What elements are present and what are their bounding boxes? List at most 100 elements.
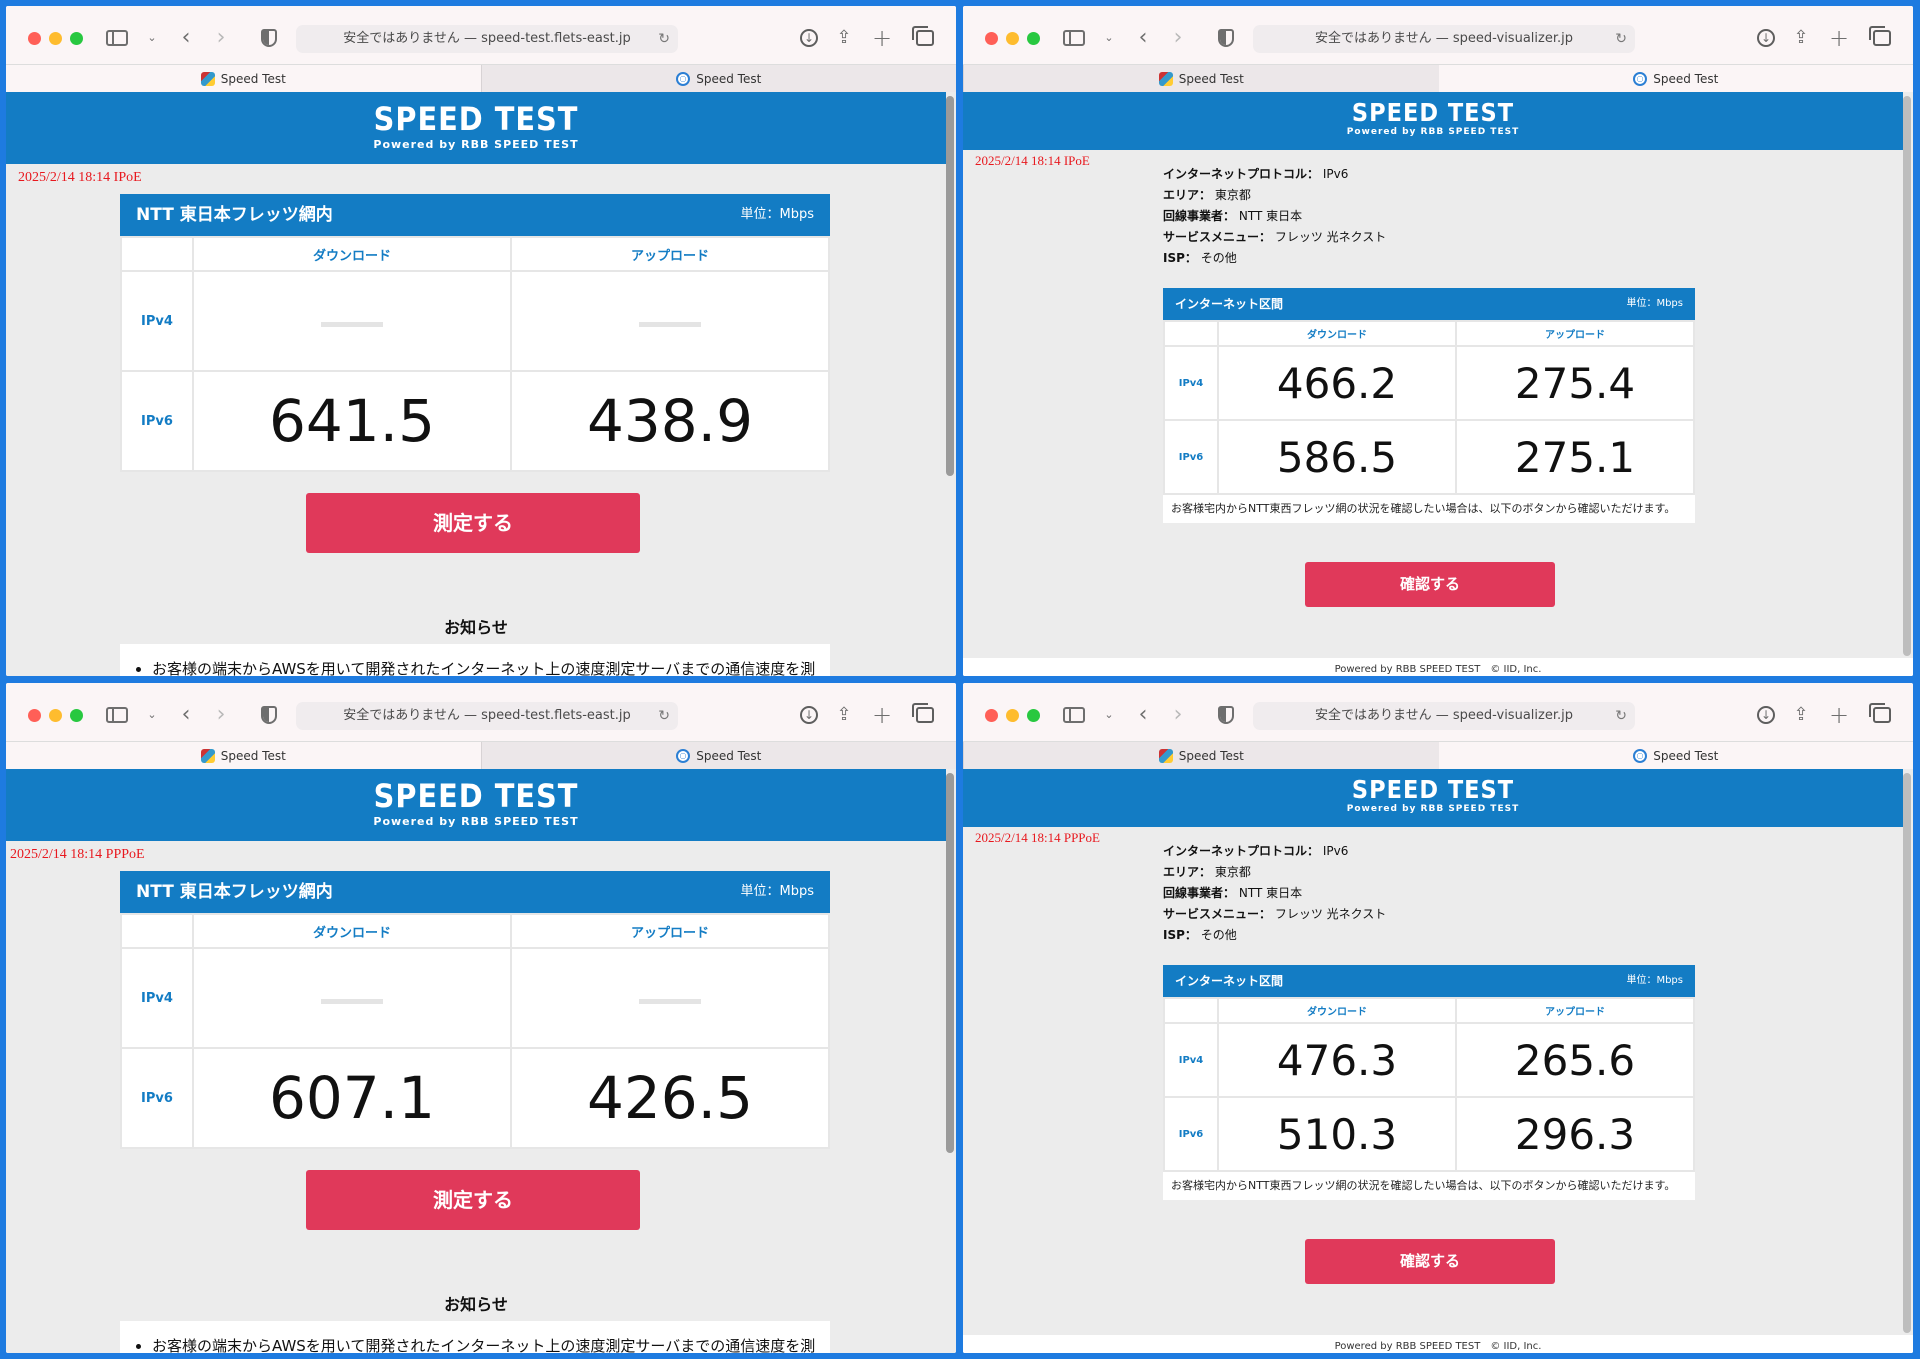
address-bar[interactable]: 安全ではありません — speed-visualizer.jp ↻ (1253, 702, 1635, 730)
minimize-window-button[interactable] (1006, 709, 1019, 722)
new-tab-icon[interactable]: + (1828, 24, 1850, 52)
close-window-button[interactable] (985, 709, 998, 722)
sidebar-icon[interactable] (1063, 707, 1085, 723)
scrollbar[interactable] (1903, 96, 1911, 656)
measure-button[interactable]: 測定する (306, 1170, 640, 1230)
forward-icon[interactable]: › (216, 702, 226, 727)
page-content[interactable]: SPEED TEST Powered by RBB SPEED TEST 202… (963, 769, 1913, 1353)
scrollbar[interactable] (1903, 773, 1911, 1333)
close-window-button[interactable] (28, 32, 41, 45)
new-tab-icon[interactable]: + (1828, 701, 1850, 729)
address-bar[interactable]: 安全ではありません — speed-test.flets-east.jp ↻ (296, 702, 678, 730)
tab-speed-test-2[interactable]: Speed Test (480, 742, 956, 769)
close-window-button[interactable] (985, 32, 998, 45)
page-footer: Powered by RBB SPEED TEST © IID, Inc. (963, 658, 1913, 676)
tab-speed-test-1[interactable]: Speed Test (963, 65, 1439, 92)
ipv6-upload-value: 438.9 (510, 370, 830, 472)
page-content[interactable]: SPEED TEST Powered by RBB SPEED TEST 202… (6, 769, 956, 1353)
minimize-window-button[interactable] (1006, 32, 1019, 45)
zoom-window-button[interactable] (70, 32, 83, 45)
ipv6-download-value: 641.5 (192, 370, 512, 472)
sidebar-icon[interactable] (106, 30, 128, 46)
chevron-down-icon[interactable]: ⌄ (147, 708, 157, 721)
forward-icon[interactable]: › (216, 25, 226, 50)
tab-overview-icon[interactable] (912, 703, 934, 723)
empty-value-dash (639, 999, 701, 1005)
chevron-down-icon[interactable]: ⌄ (147, 31, 157, 44)
card-header: インターネット区間 単位：Mbps (1163, 965, 1695, 997)
measure-button[interactable]: 測定する (306, 493, 640, 553)
notice-item: お客様の端末からAWSを用いて開発されたインターネット上の速度測定サーバまでの通… (152, 1335, 830, 1353)
url-text: 安全ではありません — speed-test.flets-east.jp (343, 31, 631, 46)
reload-icon[interactable]: ↻ (658, 708, 670, 724)
info-row: エリア： 東京都 (1163, 185, 1386, 206)
titlebar: ⌄ ‹ › 安全ではありません — speed-visualizer.jp ↻ ↓… (963, 6, 1913, 64)
cube-icon (1158, 749, 1173, 763)
download-icon[interactable]: ↓ (1757, 29, 1775, 47)
back-icon[interactable]: ‹ (181, 25, 191, 50)
sidebar-icon[interactable] (1063, 30, 1085, 46)
notice-item: お客様の端末からAWSを用いて開発されたインターネット上の速度測定サーバまでの通… (152, 658, 830, 676)
info-key: ISP： (1163, 928, 1197, 942)
tab-speed-test-2[interactable]: Speed Test (1439, 742, 1914, 769)
privacy-shield-icon[interactable] (1218, 706, 1234, 724)
results-table: ダウンロード アップロード IPv4 466.2 275.4 IPv6 586.5 275… (1163, 320, 1695, 495)
address-bar[interactable]: 安全ではありません — speed-test.flets-east.jp ↻ (296, 25, 678, 53)
new-tab-icon[interactable]: + (871, 701, 893, 729)
share-icon[interactable]: ⇪ (836, 27, 852, 48)
page-content[interactable]: SPEED TEST Powered by RBB SPEED TEST 202… (6, 92, 956, 676)
share-icon[interactable]: ⇪ (836, 704, 852, 725)
privacy-shield-icon[interactable] (261, 29, 277, 47)
sidebar-icon[interactable] (106, 707, 128, 723)
share-icon[interactable]: ⇪ (1793, 27, 1809, 48)
scrollbar[interactable] (946, 773, 954, 1153)
tab-speed-test-1[interactable]: Speed Test (6, 65, 481, 92)
scrollbar[interactable] (946, 96, 954, 476)
banner-title: SPEED TEST (1351, 98, 1515, 127)
tab-speed-test-2[interactable]: Speed Test (1439, 65, 1914, 92)
zoom-window-button[interactable] (70, 709, 83, 722)
page-content[interactable]: SPEED TEST Powered by RBB SPEED TEST 202… (963, 92, 1913, 676)
share-icon[interactable]: ⇪ (1793, 704, 1809, 725)
tab-speed-test-1[interactable]: Speed Test (963, 742, 1439, 769)
privacy-shield-icon[interactable] (1218, 29, 1234, 47)
back-icon[interactable]: ‹ (1138, 702, 1148, 727)
zoom-window-button[interactable] (1027, 709, 1040, 722)
new-tab-icon[interactable]: + (871, 24, 893, 52)
tab-bar: Speed Test Speed Test (963, 64, 1913, 92)
tab-speed-test-1[interactable]: Speed Test (6, 742, 481, 769)
download-icon[interactable]: ↓ (800, 706, 818, 724)
privacy-shield-icon[interactable] (261, 706, 277, 724)
zoom-window-button[interactable] (1027, 32, 1040, 45)
tab-overview-icon[interactable] (1869, 26, 1891, 46)
chevron-down-icon[interactable]: ⌄ (1104, 708, 1114, 721)
tab-speed-test-2[interactable]: Speed Test (480, 65, 956, 92)
confirm-button[interactable]: 確認する (1305, 562, 1555, 607)
close-window-button[interactable] (28, 709, 41, 722)
timestamp-stamp: 2025/2/14 18:14 PPPoE (975, 830, 1100, 845)
row-label: IPv6 (1163, 1096, 1219, 1172)
reload-icon[interactable]: ↻ (1615, 708, 1627, 724)
minimize-window-button[interactable] (49, 32, 62, 45)
chevron-down-icon[interactable]: ⌄ (1104, 31, 1114, 44)
tab-overview-icon[interactable] (912, 26, 934, 46)
download-icon[interactable]: ↓ (1757, 706, 1775, 724)
timestamp-stamp: 2025/2/14 18:14 IPoE (18, 170, 142, 185)
reload-icon[interactable]: ↻ (658, 31, 670, 47)
info-value: その他 (1200, 251, 1237, 265)
forward-icon[interactable]: › (1173, 702, 1183, 727)
url-text: 安全ではありません — speed-visualizer.jp (1315, 31, 1573, 46)
confirm-button[interactable]: 確認する (1305, 1239, 1555, 1284)
forward-icon[interactable]: › (1173, 25, 1183, 50)
address-bar[interactable]: 安全ではありません — speed-visualizer.jp ↻ (1253, 25, 1635, 53)
back-icon[interactable]: ‹ (1138, 25, 1148, 50)
reload-icon[interactable]: ↻ (1615, 31, 1627, 47)
download-icon[interactable]: ↓ (800, 29, 818, 47)
titlebar: ⌄ ‹ › 安全ではありません — speed-visualizer.jp ↻ ↓… (963, 683, 1913, 741)
card-header: NTT 東日本フレッツ網内 単位：Mbps (120, 194, 830, 236)
tab-overview-icon[interactable] (1869, 703, 1891, 723)
cube-icon (200, 749, 215, 763)
back-icon[interactable]: ‹ (181, 702, 191, 727)
card-title: NTT 東日本フレッツ網内 (136, 205, 333, 225)
minimize-window-button[interactable] (49, 709, 62, 722)
